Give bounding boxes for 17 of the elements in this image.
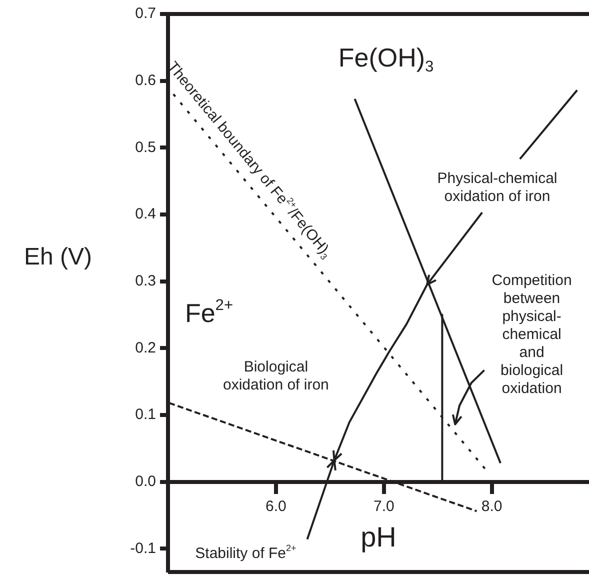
annotation: Physical-chemical oxidation of iron [437,170,558,205]
annotation: Competition between physical- chemical and biological oxidation [492,272,572,397]
y-axis-title: Eh (V) [24,244,92,271]
y-tick-label: 0.0 [135,472,156,490]
y-tick-label: 0.4 [135,206,156,223]
x-tick-label: 7.0 [373,498,394,515]
x-tick-label: 6.0 [266,498,286,515]
x-axis-title: pH [360,521,396,552]
annotation: Biological oxidation of iron [223,358,329,394]
y-tick-label: 0.6 [135,72,156,89]
y-tick-label: 0.1 [135,406,156,424]
y-tick-label: 0.3 [135,272,156,290]
y-tick-label: 0.5 [135,138,156,156]
y-tick-label: -0.1 [130,540,156,557]
y-tick-label: 0.2 [135,339,156,356]
x-tick-label: 8.0 [481,498,502,515]
y-tick-label: 0.7 [135,5,156,22]
